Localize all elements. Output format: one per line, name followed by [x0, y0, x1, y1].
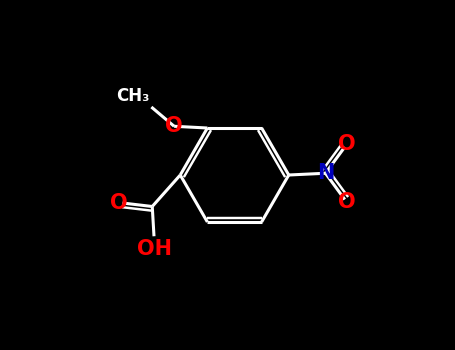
Text: CH₃: CH₃	[116, 87, 150, 105]
Text: OH: OH	[136, 239, 172, 259]
Text: O: O	[338, 134, 355, 154]
Text: O: O	[110, 193, 128, 213]
Text: O: O	[338, 192, 355, 212]
Text: N: N	[317, 163, 334, 183]
Text: O: O	[165, 116, 183, 136]
